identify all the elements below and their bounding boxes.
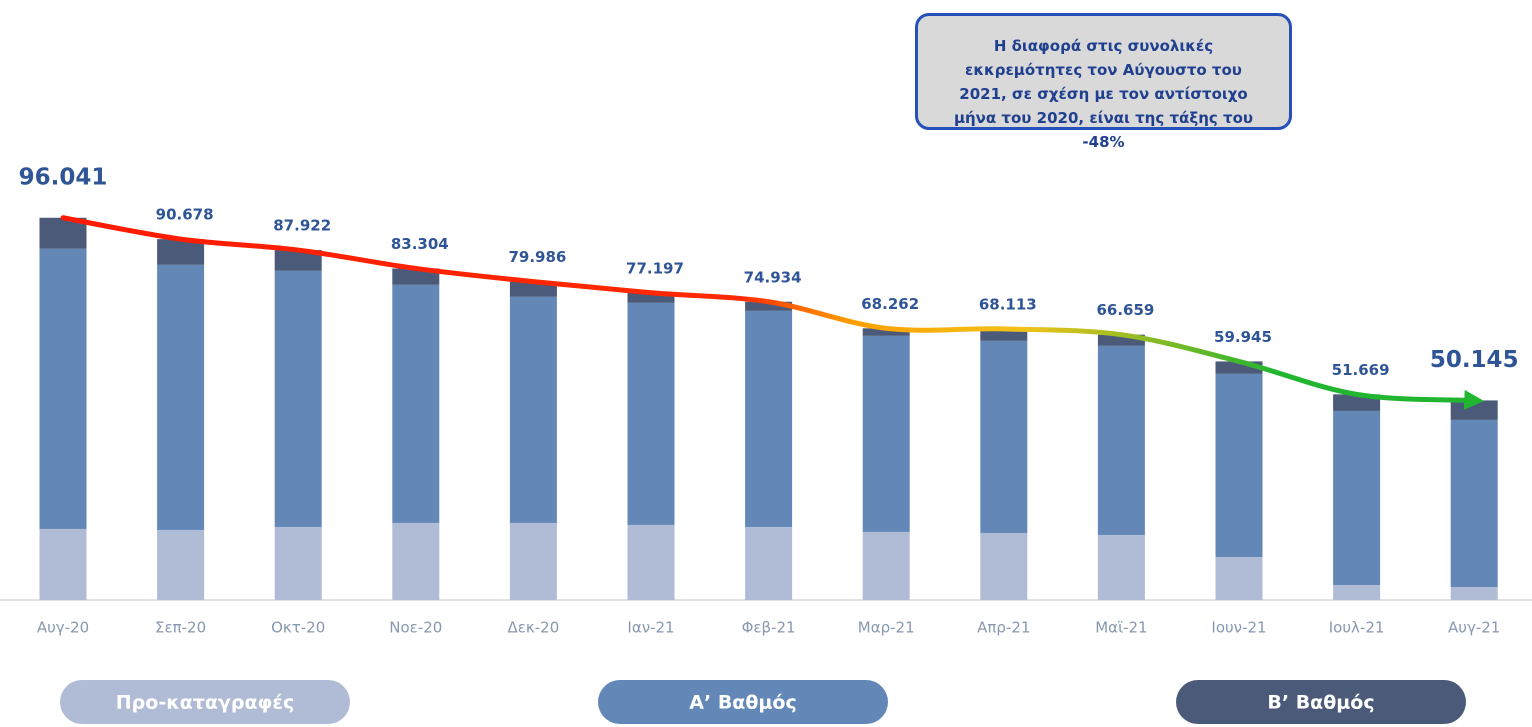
legend-pill <box>1176 680 1466 724</box>
bar-segment <box>980 328 1028 341</box>
bar-segment <box>980 340 1028 533</box>
trend-line <box>60 215 1485 410</box>
total-label: 77.197 <box>626 259 684 277</box>
x-tick-label: Ιουλ-21 <box>1329 619 1385 637</box>
bar-segment <box>1450 400 1498 420</box>
x-tick-label: Σεπ-20 <box>155 619 206 637</box>
x-tick-label: Μαρ-21 <box>858 619 915 637</box>
total-label: 66.659 <box>1096 301 1154 319</box>
legend-label: Α’ Βαθμός <box>689 692 796 714</box>
total-label: 83.304 <box>391 235 449 253</box>
bar-segment <box>1215 556 1263 600</box>
bar-segment <box>274 270 322 527</box>
bar-segment <box>274 526 322 600</box>
legend-pill <box>598 680 888 724</box>
bar-segment <box>509 522 557 600</box>
x-tick-label: Αυγ-20 <box>37 619 89 637</box>
total-label: 74.934 <box>744 268 802 286</box>
total-label: 68.113 <box>979 295 1037 313</box>
total-label: 51.669 <box>1332 361 1390 379</box>
x-tick-label: Αυγ-21 <box>1448 619 1500 637</box>
total-label: 79.986 <box>508 248 566 266</box>
bar-segment <box>1450 419 1498 587</box>
x-tick-label: Ιαν-21 <box>627 619 674 637</box>
bar-segment <box>392 268 440 285</box>
bar-segment <box>509 281 557 297</box>
total-label: 59.945 <box>1214 328 1272 346</box>
x-tick-label: Οκτ-20 <box>271 619 325 637</box>
bar-segment <box>745 301 793 311</box>
bar-segment <box>627 302 675 525</box>
bar-segment <box>627 292 675 303</box>
bar-segment <box>1333 410 1381 585</box>
bar-segment <box>980 532 1028 600</box>
bar-segment <box>392 284 440 523</box>
bar-segment <box>1333 394 1381 411</box>
bar-segment <box>274 250 322 271</box>
annotation: Η διαφορά στις συνολικές εκκρεμότητες το… <box>915 13 1292 151</box>
total-label: 68.262 <box>861 295 919 313</box>
bar-segment <box>1450 586 1498 600</box>
x-tick-label: Απρ-21 <box>977 619 1030 637</box>
bar-segment <box>509 296 557 523</box>
legend-label: Β’ Βαθμός <box>1267 692 1374 714</box>
bar-segment <box>862 328 910 336</box>
bar-segment <box>862 531 910 600</box>
x-tick-label: Νοε-20 <box>389 619 442 637</box>
bar-segment <box>39 528 87 600</box>
x-tick-label: Ιουν-21 <box>1211 619 1266 637</box>
bar-segment <box>392 522 440 600</box>
bar-segment <box>745 310 793 527</box>
x-tick-label: Δεκ-20 <box>508 619 560 637</box>
bar-segment <box>627 524 675 600</box>
total-label: 87.922 <box>273 217 331 235</box>
legend-label: Προ-καταγραφές <box>116 692 294 714</box>
bar-segment <box>157 529 205 600</box>
bar-segment <box>39 248 87 529</box>
bar-segment <box>1097 345 1145 535</box>
bar-segment <box>1333 584 1381 600</box>
legend-pill <box>60 680 350 724</box>
x-tick-label: Φεβ-21 <box>742 619 796 637</box>
total-label: 96.041 <box>19 164 108 190</box>
total-label: 50.145 <box>1430 347 1519 373</box>
x-tick-label: Μαϊ-21 <box>1095 619 1147 637</box>
bar-segment <box>745 526 793 600</box>
bar-segment <box>1215 373 1263 557</box>
bar-segment <box>157 264 205 530</box>
bar-segment <box>1097 534 1145 600</box>
bar-segment <box>1097 334 1145 346</box>
total-label: 90.678 <box>156 206 214 224</box>
bar-segment <box>862 335 910 532</box>
